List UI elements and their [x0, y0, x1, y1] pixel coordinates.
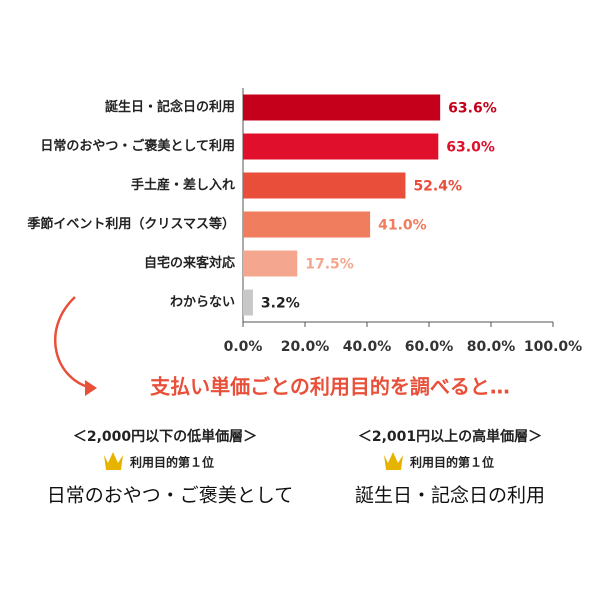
- value-label: 41.0%: [378, 218, 427, 234]
- category-label: 日常のおやつ・ご褒美として利用: [40, 138, 235, 154]
- value-label: 3.2%: [261, 296, 300, 312]
- bar: [243, 250, 298, 277]
- group-right: ＜2,001円以上の高単価層＞ 利用目的第１位 誕生日・記念日の利用: [355, 428, 545, 507]
- rank-label: 利用目的第１位: [130, 455, 214, 470]
- x-tick-label: 40.0%: [343, 339, 392, 355]
- category-label: 誕生日・記念日の利用: [105, 99, 235, 115]
- crown-icon: [104, 452, 123, 470]
- arrow: [54, 296, 93, 390]
- category-label: わからない: [170, 295, 235, 310]
- x-tick-label: 60.0%: [405, 339, 454, 355]
- bar: [243, 211, 371, 238]
- value-label: 63.6%: [448, 101, 497, 117]
- x-tick-label: 20.0%: [281, 339, 330, 355]
- x-tick-label: 100.0%: [524, 339, 582, 355]
- heading: 支払い単価ごとの利用目的を調べると…: [150, 375, 510, 399]
- arrow-head: [85, 380, 97, 396]
- crown-icon: [384, 452, 403, 470]
- bar: [243, 289, 253, 316]
- answer: 日常のおやつ・ご褒美として: [47, 485, 293, 507]
- bar: [243, 94, 441, 121]
- segment-label: ＜2,001円以上の高単価層＞: [358, 428, 542, 445]
- answer: 誕生日・記念日の利用: [355, 484, 545, 507]
- category-label: 季節イベント利用（クリスマス等）: [26, 216, 235, 232]
- x-tick-label: 80.0%: [467, 339, 516, 355]
- category-label: 手土産・差し入れ: [131, 177, 235, 193]
- rank-label: 利用目的第１位: [410, 455, 494, 470]
- value-label: 52.4%: [413, 179, 462, 195]
- bar: [243, 133, 439, 160]
- bar: [243, 172, 406, 199]
- value-label: 63.0%: [446, 140, 495, 156]
- group-left: ＜2,000円以下の低単価層＞ 利用目的第１位 日常のおやつ・ご褒美として: [47, 428, 293, 507]
- x-tick-label: 0.0%: [224, 339, 263, 355]
- value-label: 17.5%: [305, 257, 354, 273]
- category-label: 自宅の来客対応: [144, 255, 235, 271]
- segment-label: ＜2,000円以下の低単価層＞: [73, 428, 257, 445]
